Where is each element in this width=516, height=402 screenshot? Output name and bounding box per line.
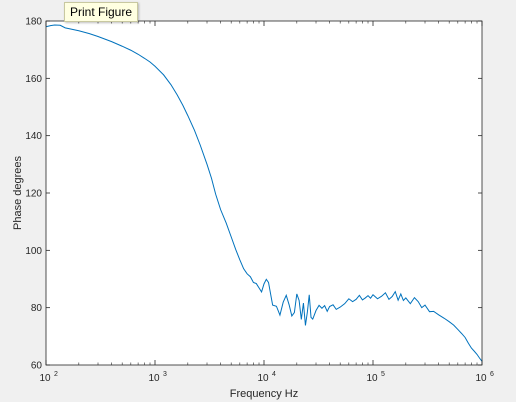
x-tick-label-exponent: 2 <box>54 371 58 378</box>
x-axis-label: Frequency Hz <box>230 388 298 400</box>
y-tick-label: 180 <box>25 17 42 28</box>
y-tick-label: 60 <box>31 361 43 372</box>
y-tick-label: 140 <box>25 131 42 142</box>
x-tick-label: 10 <box>257 373 269 384</box>
x-tick-label-exponent: 6 <box>490 371 494 378</box>
data-line <box>45 24 483 362</box>
x-tick-label-exponent: 3 <box>163 371 167 378</box>
x-tick-label: 10 <box>366 373 378 384</box>
x-tick-label: 10 <box>475 373 487 384</box>
x-tick-label: 10 <box>39 373 51 384</box>
print-figure-tooltip: Print Figure <box>64 2 139 22</box>
y-tick-label: 100 <box>25 246 42 257</box>
x-tick-label: 10 <box>148 373 160 384</box>
x-tick-label-exponent: 5 <box>381 371 385 378</box>
y-axis-label: Phase degrees <box>12 156 24 230</box>
x-tick-label-exponent: 4 <box>272 371 276 378</box>
y-tick-label: 80 <box>31 303 43 314</box>
axes-box <box>45 20 483 366</box>
y-tick-label: 120 <box>25 189 42 200</box>
y-tick-label: 160 <box>25 74 42 85</box>
axes-background <box>46 21 482 365</box>
